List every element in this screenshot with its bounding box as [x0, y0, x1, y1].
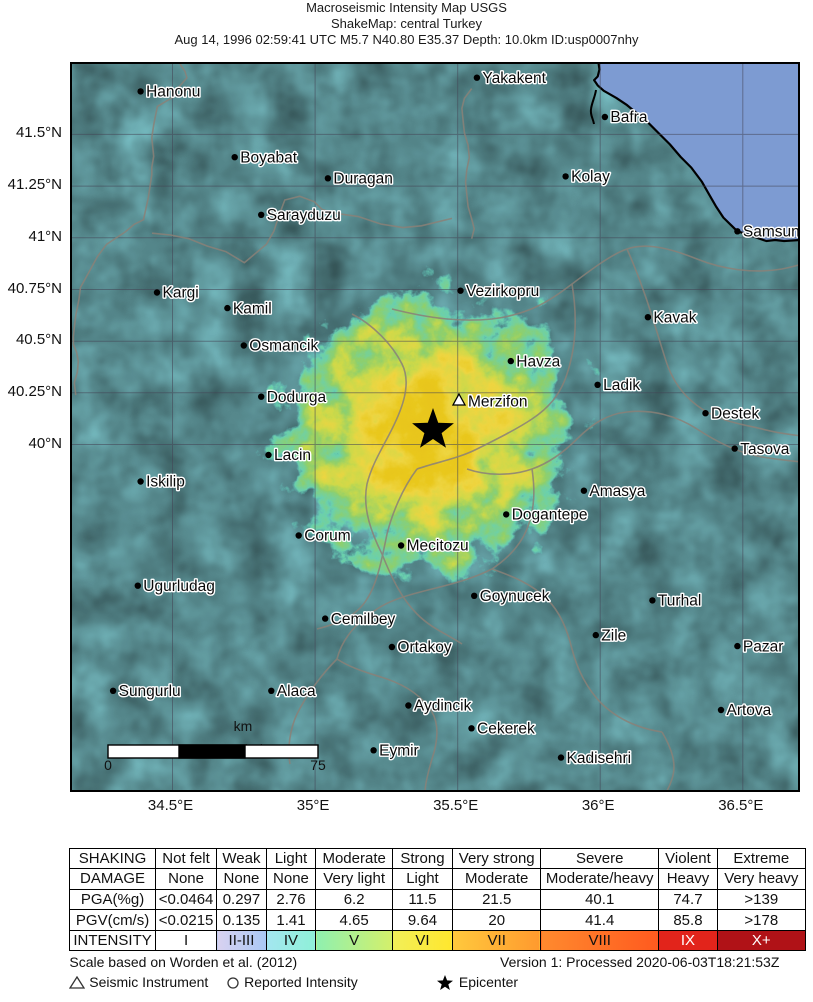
- svg-text:Ortakoy: Ortakoy: [397, 639, 452, 656]
- svg-text:Kavak: Kavak: [653, 309, 696, 326]
- svg-text:Amasya: Amasya: [589, 483, 645, 500]
- svg-text:Zile: Zile: [601, 627, 626, 644]
- svg-text:Tasova: Tasova: [740, 441, 789, 458]
- svg-text:Duragan: Duragan: [333, 171, 392, 188]
- svg-text:Vezirkopru: Vezirkopru: [466, 283, 539, 300]
- svg-text:Goynucek: Goynucek: [480, 588, 550, 605]
- svg-text:0: 0: [104, 757, 112, 773]
- svg-text:Samsun: Samsun: [743, 224, 800, 241]
- svg-text:Turhal: Turhal: [658, 593, 701, 610]
- svg-text:Artova: Artova: [727, 702, 772, 719]
- svg-text:Kolay: Kolay: [571, 169, 610, 186]
- svg-text:Dogantepe: Dogantepe: [512, 507, 588, 524]
- svg-text:Pazar: Pazar: [743, 638, 784, 655]
- svg-text:Mecitozu: Mecitozu: [407, 538, 469, 555]
- svg-text:Destek: Destek: [711, 405, 759, 422]
- svg-text:Ladik: Ladik: [603, 377, 640, 394]
- svg-text:Ugurludag: Ugurludag: [143, 578, 215, 595]
- svg-text:Lacin: Lacin: [274, 447, 311, 464]
- svg-text:Sarayduzu: Sarayduzu: [267, 207, 341, 224]
- svg-text:Cekerek: Cekerek: [477, 721, 535, 738]
- svg-text:Havza: Havza: [516, 353, 560, 370]
- svg-text:Sungurlu: Sungurlu: [119, 683, 181, 700]
- svg-text:Boyabat: Boyabat: [240, 149, 298, 166]
- svg-text:Merzifon: Merzifon: [468, 394, 527, 411]
- svg-text:Yakakent: Yakakent: [482, 70, 546, 87]
- svg-text:Kargi: Kargi: [163, 285, 199, 302]
- svg-text:Kadisehri: Kadisehri: [567, 750, 632, 767]
- svg-text:Bafra: Bafra: [610, 109, 647, 126]
- svg-text:Cemilbey: Cemilbey: [331, 611, 396, 628]
- svg-text:Dodurga: Dodurga: [267, 389, 327, 406]
- svg-text:Kamil: Kamil: [233, 300, 272, 317]
- svg-text:Corum: Corum: [304, 528, 351, 545]
- svg-text:Eymir: Eymir: [379, 743, 419, 760]
- svg-text:Iskilip: Iskilip: [146, 474, 185, 491]
- svg-text:Aydincik: Aydincik: [414, 698, 472, 715]
- svg-text:km: km: [234, 718, 253, 734]
- svg-text:Alaca: Alaca: [277, 683, 316, 700]
- svg-text:Hanonu: Hanonu: [146, 84, 200, 101]
- svg-text:75: 75: [310, 757, 326, 773]
- svg-text:Osmancik: Osmancik: [249, 338, 318, 355]
